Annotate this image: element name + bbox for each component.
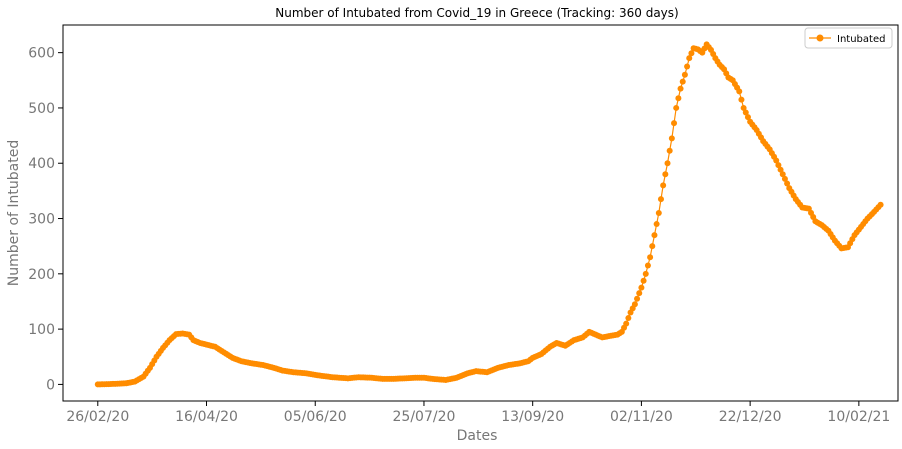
x-tick-label: 16/04/20	[175, 409, 238, 425]
data-point	[657, 196, 664, 203]
data-point	[742, 109, 749, 116]
y-axis: 0 100 200 300 400 500 600	[28, 46, 63, 393]
x-tick-label: 05/06/20	[284, 409, 347, 425]
data-point	[677, 85, 684, 92]
legend-box	[804, 27, 893, 49]
x-axis: 26/02/20 16/04/20 05/06/20 25/07/20 13/09/20…	[66, 401, 890, 425]
data-point	[651, 232, 658, 239]
data-point	[671, 120, 678, 127]
data-point	[649, 243, 656, 250]
data-point	[644, 262, 651, 269]
data-point	[688, 50, 695, 57]
chart-title: Number of Intubated from Covid_19 in Gre…	[275, 6, 678, 20]
data-point	[662, 171, 669, 178]
x-axis-label: Dates	[457, 428, 498, 444]
data-point	[679, 78, 686, 85]
data-point	[686, 55, 693, 62]
data-point	[773, 157, 780, 164]
data-point	[636, 290, 643, 297]
data-point	[736, 88, 743, 95]
data-point	[634, 295, 641, 302]
data-point	[660, 182, 667, 189]
x-tick-label: 13/09/20	[501, 409, 564, 425]
y-axis-label: Number of Intubated	[6, 140, 22, 286]
data-point	[666, 147, 673, 154]
data-point	[631, 301, 638, 308]
data-point	[673, 104, 680, 111]
data-point	[877, 201, 884, 208]
data-point	[744, 114, 751, 121]
y-tick-label: 0	[46, 377, 55, 393]
data-point	[777, 166, 784, 173]
series-line	[97, 43, 882, 386]
data-point	[653, 221, 660, 228]
legend-marker	[816, 34, 824, 42]
plot-area-frame	[62, 24, 899, 402]
data-point	[681, 71, 688, 78]
legend-entry-intubated: Intubated	[837, 34, 885, 45]
data-point	[784, 180, 791, 187]
data-point	[779, 171, 786, 178]
data-point	[642, 270, 649, 277]
data-point	[647, 254, 654, 261]
x-tick-label: 22/12/20	[719, 409, 782, 425]
data-point	[738, 96, 745, 103]
data-point	[664, 160, 671, 167]
x-tick-label: 02/11/20	[610, 409, 673, 425]
data-point	[655, 210, 662, 216]
y-tick-label: 600	[28, 46, 55, 62]
x-tick-label: 26/02/20	[66, 409, 129, 425]
data-point	[675, 95, 682, 102]
x-tick-label: 25/07/20	[393, 409, 456, 425]
y-tick-label: 200	[28, 267, 55, 283]
legend: Intubated	[804, 27, 893, 49]
series-intubated	[94, 41, 884, 388]
data-point	[638, 284, 645, 291]
data-point	[623, 320, 630, 327]
x-tick-label: 10/02/21	[827, 409, 890, 425]
data-point	[668, 135, 675, 142]
y-tick-label: 400	[28, 156, 55, 172]
data-point	[775, 162, 782, 169]
data-point	[640, 277, 647, 284]
y-tick-label: 500	[28, 101, 55, 117]
y-tick-label: 300	[28, 212, 55, 228]
data-point	[684, 63, 691, 70]
y-tick-label: 100	[28, 322, 55, 338]
data-point	[740, 104, 747, 111]
data-point	[625, 315, 632, 322]
data-point	[781, 175, 788, 182]
